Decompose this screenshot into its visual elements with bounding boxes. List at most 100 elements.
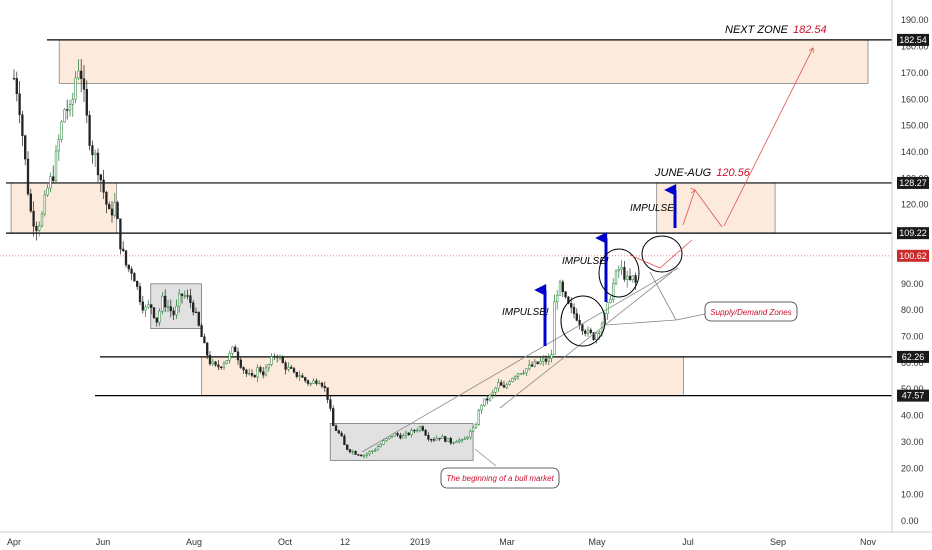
candle-body	[253, 375, 256, 378]
candle-body	[390, 435, 394, 438]
candle-body	[418, 426, 422, 431]
y-tick-label: 190.00	[901, 15, 929, 25]
candle-body	[262, 371, 265, 376]
candle-body	[231, 346, 234, 354]
candle-body	[379, 444, 382, 448]
candle-body	[217, 364, 220, 368]
candle-body	[581, 324, 584, 332]
candle-body	[161, 295, 164, 312]
consolidation-circle-3	[641, 235, 683, 273]
level-tag-label: 182.54	[899, 35, 927, 45]
consolidation-circle-2	[598, 248, 640, 298]
y-tick-label: 50.00	[901, 384, 924, 394]
candle-body	[133, 273, 136, 282]
x-tick-labels: Apr Jun Aug Oct 12 2019 Mar May Jul Sep Nov	[7, 537, 877, 547]
consolidation-circle-1	[560, 295, 606, 347]
candle-body	[222, 363, 226, 368]
candle-body	[144, 306, 147, 311]
candle-body	[102, 179, 105, 193]
candle-body	[374, 449, 377, 452]
candle-body	[438, 437, 441, 440]
candle-body	[382, 440, 385, 445]
x-tick-label: 2019	[410, 537, 430, 547]
candle-body	[281, 357, 284, 364]
impulse-label-3: IMPULSE!	[630, 203, 677, 214]
candle-body	[441, 436, 444, 439]
level-tag-label: 100.62	[899, 251, 927, 261]
candle-body	[480, 405, 483, 411]
candle-body	[399, 434, 402, 439]
candle-body	[312, 380, 315, 384]
candle-body	[472, 427, 475, 432]
candle-body	[477, 409, 480, 425]
june-aug-value: 120.56	[716, 167, 751, 179]
candle-body	[172, 310, 175, 316]
drawings-layer: IMPULSE! IMPULSE! IMPULSE! JUNE-AUG 120.5…	[361, 24, 827, 489]
candle-body	[508, 381, 511, 385]
candle-body	[26, 158, 30, 195]
candle-body	[225, 360, 228, 364]
candle-body	[497, 382, 500, 389]
candle-body	[598, 331, 601, 334]
candle-body	[505, 384, 508, 388]
candle-body	[486, 398, 489, 401]
candle-body	[444, 436, 447, 442]
candle-body	[502, 385, 506, 388]
candle-body	[407, 432, 410, 435]
candle-body	[404, 432, 408, 436]
candle-body	[584, 330, 587, 334]
candle-body	[284, 362, 287, 370]
candle-body	[488, 394, 492, 401]
candle-body	[99, 174, 102, 181]
candle-body	[556, 294, 559, 303]
impulse-label-1: IMPULSE!	[502, 307, 549, 318]
candle-body	[298, 375, 301, 377]
price-axis[interactable]: 190.00180.00170.00160.00150.00140.00130.…	[891, 0, 932, 532]
y-tick-label: 70.00	[901, 332, 924, 342]
x-tick-label: Sep	[770, 537, 786, 547]
y-tick-label: 90.00	[901, 279, 924, 289]
candle-body	[273, 356, 276, 358]
candle-body	[634, 275, 637, 283]
candle-body	[66, 109, 69, 111]
candle-body	[245, 369, 248, 374]
candle-body	[267, 364, 270, 369]
candle-body	[491, 391, 494, 396]
candle-body	[136, 280, 139, 287]
candle-body	[360, 454, 363, 457]
candle-body	[85, 89, 88, 116]
candle-body	[589, 329, 592, 333]
candle-body	[29, 193, 32, 212]
candle-body	[421, 426, 424, 431]
candle-body	[88, 115, 91, 146]
level-tag-label: 128.27	[899, 178, 927, 188]
candle-body	[494, 387, 497, 393]
candle-body	[189, 295, 192, 303]
candle-body	[626, 275, 629, 280]
x-tick-label: Oct	[278, 537, 293, 547]
candle-body	[346, 444, 349, 450]
y-tick-label: 0.00	[901, 516, 919, 526]
candle-body	[24, 135, 27, 160]
candle-body	[460, 439, 464, 441]
candle-body	[130, 268, 133, 274]
time-axis[interactable]: Apr Jun Aug Oct 12 2019 Mar May Jul Sep Nov	[0, 531, 932, 550]
candle-body	[396, 433, 399, 436]
candle-body	[536, 361, 539, 365]
candle-body	[259, 367, 262, 373]
candle-body	[466, 436, 469, 439]
candle-body	[220, 366, 223, 369]
supply-demand-callout: Supply/Demand Zones	[704, 301, 798, 322]
candle-body	[628, 275, 632, 281]
candle-body	[301, 375, 304, 378]
candle-body	[124, 250, 128, 266]
level-tag-bg	[897, 227, 929, 240]
candle-body	[318, 382, 321, 385]
y-tick-label: 40.00	[901, 411, 924, 421]
candle-body	[455, 441, 458, 443]
candle-body	[276, 356, 279, 358]
candle-body	[183, 295, 186, 297]
candle-body	[432, 439, 436, 441]
candle-body	[91, 145, 94, 156]
